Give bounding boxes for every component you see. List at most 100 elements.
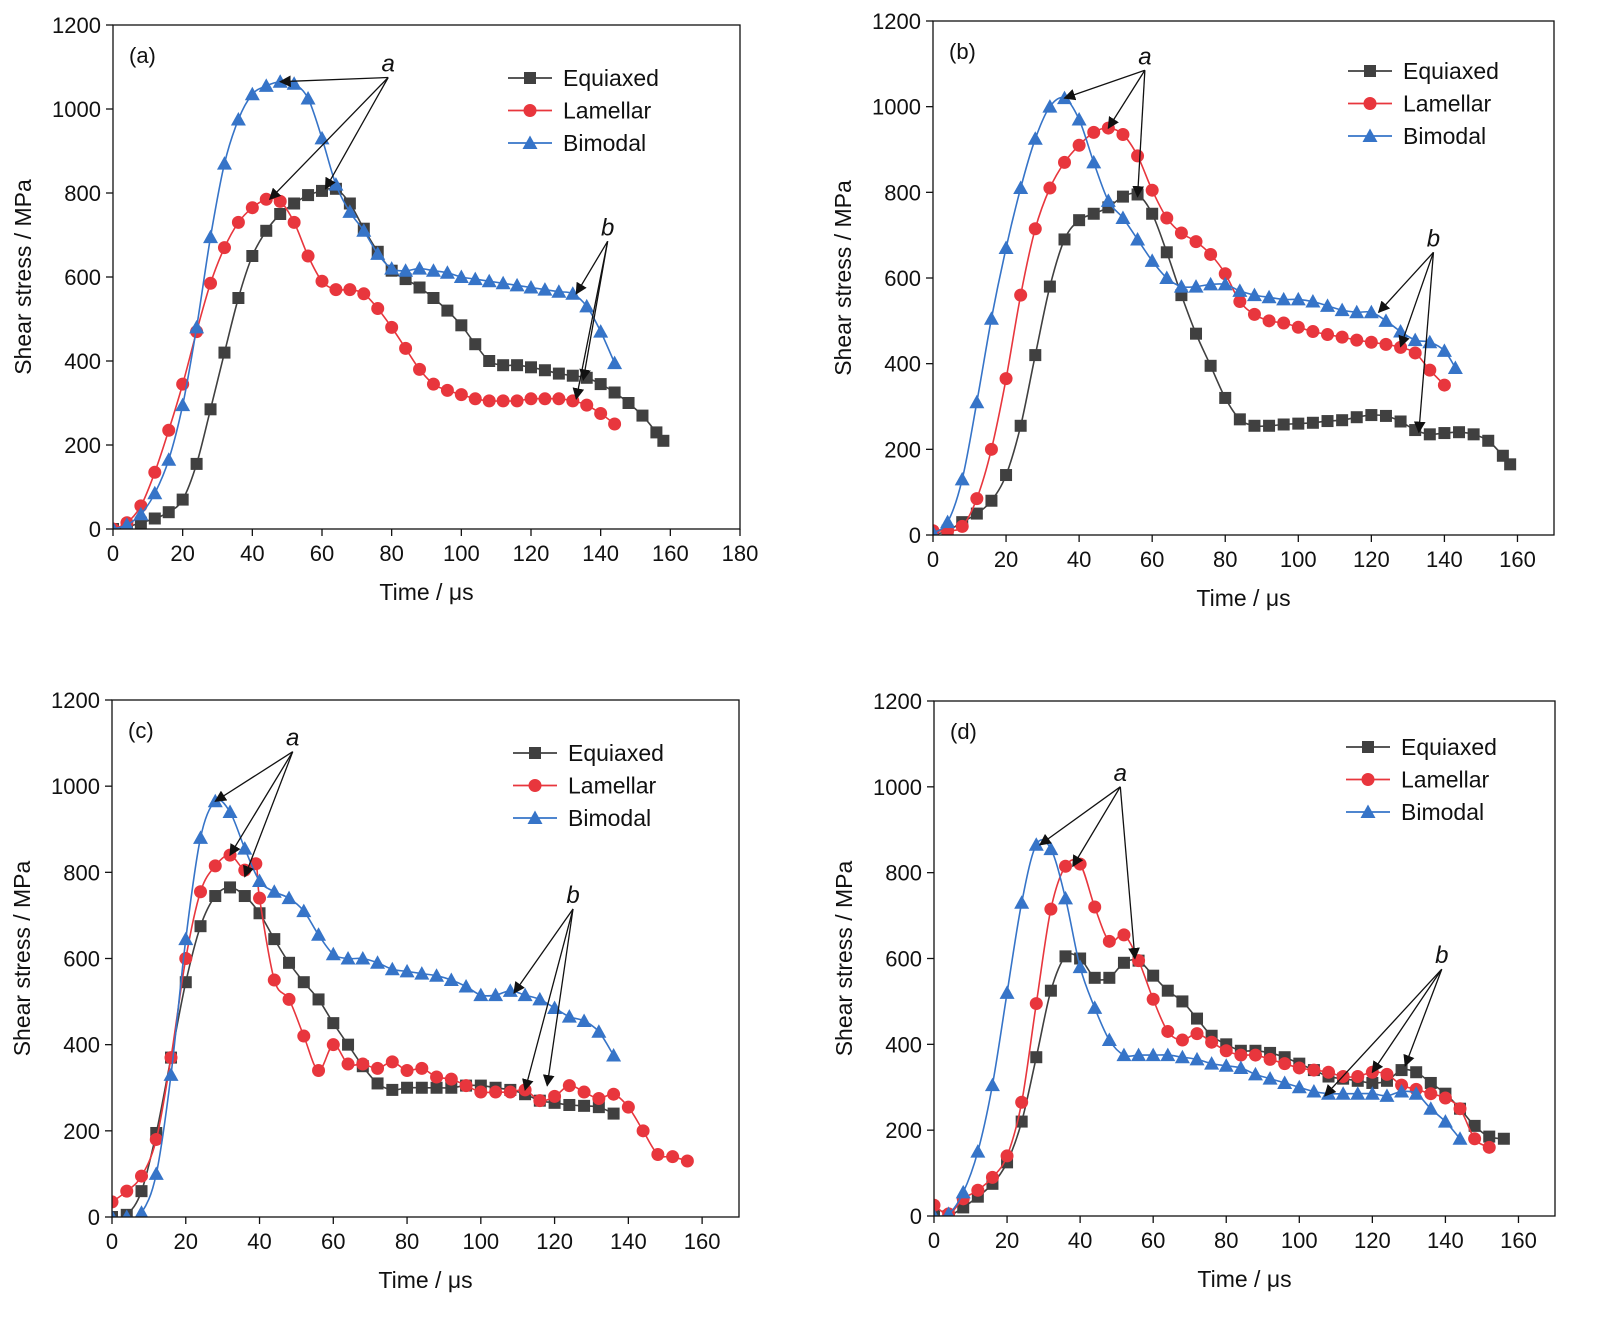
data-point-equiaxed-16 xyxy=(342,1038,355,1051)
data-point-equiaxed-8 xyxy=(1044,984,1057,997)
data-point-lamellar-36 xyxy=(1453,1102,1467,1116)
data-point-equiaxed-37 xyxy=(1468,1119,1481,1132)
plot-area xyxy=(934,837,1510,1216)
annotation-label: a xyxy=(382,51,395,78)
legend-marker-square xyxy=(1362,741,1374,753)
data-point-bimodal-11 xyxy=(266,884,282,898)
data-point-equiaxed-28 xyxy=(1336,414,1349,427)
x-tick-label: 100 xyxy=(462,1229,499,1254)
series-bimodal xyxy=(112,793,622,1217)
x-tick-label: 40 xyxy=(247,1229,271,1254)
data-point-bimodal-27 xyxy=(481,273,497,288)
data-point-equiaxed-35 xyxy=(1438,427,1451,440)
series-line-lamellar xyxy=(113,197,616,529)
data-point-lamellar-17 xyxy=(343,283,357,297)
legend-marker-triangle xyxy=(522,135,538,149)
data-point-lamellar-13 xyxy=(287,215,301,229)
x-tick-label: 120 xyxy=(1354,1228,1391,1253)
data-point-bimodal-12 xyxy=(281,890,297,905)
data-point-bimodal-18 xyxy=(370,955,386,969)
annotation-arrow xyxy=(1107,69,1146,130)
annotation-label: a xyxy=(1114,760,1127,787)
data-point-equiaxed-3 xyxy=(148,512,161,525)
data-point-lamellar-33 xyxy=(577,1085,591,1099)
data-point-bimodal-21 xyxy=(1233,1060,1249,1074)
data-point-lamellar-17 xyxy=(341,1057,355,1071)
legend-label: Equiaxed xyxy=(568,740,664,766)
x-tick-label: 60 xyxy=(1140,547,1164,572)
data-point-lamellar-3 xyxy=(149,1132,163,1146)
data-point-equiaxed-36 xyxy=(1453,426,1466,439)
data-point-lamellar-10 xyxy=(1072,138,1086,152)
data-point-lamellar-7 xyxy=(1029,997,1043,1011)
data-point-bimodal-32 xyxy=(1394,1084,1410,1098)
data-point-bimodal-13 xyxy=(286,76,302,90)
data-point-lamellar-26 xyxy=(1307,1063,1321,1077)
legend-label: Bimodal xyxy=(563,130,646,156)
data-point-lamellar-19 xyxy=(1204,247,1218,261)
data-point-bimodal-19 xyxy=(1203,276,1219,291)
data-point-lamellar-31 xyxy=(1380,1067,1394,1081)
data-point-lamellar-3 xyxy=(148,465,162,479)
data-point-lamellar-9 xyxy=(1059,859,1073,873)
annotation-label: b xyxy=(1435,942,1448,969)
data-point-lamellar-14 xyxy=(1132,954,1146,968)
data-point-lamellar-20 xyxy=(1219,1044,1233,1058)
data-point-lamellar-12 xyxy=(273,194,287,208)
data-point-lamellar-30 xyxy=(524,392,538,406)
x-tick-label: 60 xyxy=(310,541,334,566)
data-point-lamellar-11 xyxy=(253,891,267,905)
annotation-arrow xyxy=(1072,786,1121,868)
legend-marker-circle xyxy=(528,779,542,792)
data-point-bimodal-25 xyxy=(473,987,489,1002)
data-point-equiaxed-11 xyxy=(1087,207,1100,220)
data-point-lamellar-2 xyxy=(955,519,969,533)
data-point-bimodal-4 xyxy=(983,311,999,325)
plot-area xyxy=(933,90,1517,535)
data-point-equiaxed-32 xyxy=(552,367,565,380)
data-point-bimodal-18 xyxy=(1189,1051,1205,1066)
y-tick-label: 800 xyxy=(64,181,101,206)
annotation-label: b xyxy=(566,882,579,909)
legend-label: Lamellar xyxy=(568,773,657,799)
data-point-lamellar-38 xyxy=(1482,1140,1496,1154)
data-point-lamellar-19 xyxy=(1205,1035,1219,1049)
data-point-lamellar-14 xyxy=(297,1029,311,1043)
data-point-lamellar-22 xyxy=(415,1061,429,1075)
annotation-arrow xyxy=(1119,786,1140,960)
data-point-equiaxed-4 xyxy=(162,506,175,519)
data-point-bimodal-17 xyxy=(342,204,358,218)
data-point-lamellar-29 xyxy=(1351,1070,1365,1084)
data-point-bimodal-10 xyxy=(244,86,260,101)
data-point-lamellar-22 xyxy=(1247,307,1261,321)
data-point-lamellar-36 xyxy=(621,1100,635,1114)
data-point-equiaxed-18 xyxy=(371,1077,384,1090)
data-point-lamellar-16 xyxy=(329,283,343,297)
data-point-lamellar-25 xyxy=(454,388,468,402)
x-tick-label: 140 xyxy=(582,541,619,566)
x-tick-label: 80 xyxy=(379,541,403,566)
data-point-lamellar-24 xyxy=(444,1072,458,1086)
x-tick-label: 20 xyxy=(994,547,1018,572)
data-point-lamellar-30 xyxy=(533,1094,547,1108)
data-point-equiaxed-34 xyxy=(580,371,593,384)
data-point-bimodal-28 xyxy=(517,987,533,1002)
data-point-lamellar-23 xyxy=(1263,1052,1277,1066)
data-point-bimodal-25 xyxy=(453,269,469,283)
data-point-equiaxed-27 xyxy=(483,355,496,367)
legend-label: Equiaxed xyxy=(1403,58,1499,84)
data-point-equiaxed-31 xyxy=(538,364,551,377)
annotation-arrow xyxy=(542,908,574,1087)
y-tick-label: 0 xyxy=(910,1204,922,1229)
x-tick-label: 160 xyxy=(684,1229,721,1254)
data-point-equiaxed-38 xyxy=(1482,434,1495,447)
data-point-equiaxed-8 xyxy=(218,346,231,359)
data-point-bimodal-22 xyxy=(1246,287,1262,302)
data-point-equiaxed-34 xyxy=(1424,1076,1437,1089)
legend-item-equiaxed: Equiaxed xyxy=(508,65,659,91)
legend-label: Bimodal xyxy=(568,805,651,831)
data-point-equiaxed-14 xyxy=(302,189,315,202)
data-point-lamellar-34 xyxy=(1423,363,1437,377)
y-tick-label: 800 xyxy=(884,180,921,205)
data-point-equiaxed-11 xyxy=(1088,971,1101,984)
